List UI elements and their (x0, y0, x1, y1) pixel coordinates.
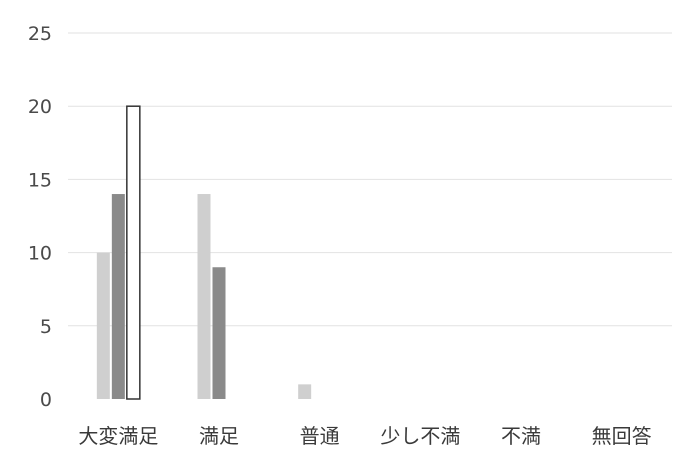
y-axis-tick-labels: 0 5 10 15 20 25 (28, 23, 52, 411)
bar-1 (96, 252, 110, 399)
bar-2 (111, 194, 125, 399)
y-tick-label: 5 (40, 316, 52, 338)
y-tick-label: 15 (28, 169, 52, 191)
y-tick-label: 20 (28, 96, 52, 118)
y-tick-label: 25 (28, 23, 52, 45)
grid-lines (68, 32, 672, 327)
y-tick-label: 0 (40, 389, 52, 411)
y-tick-label: 10 (28, 243, 52, 265)
x-category-label: 不満 (501, 424, 541, 448)
bar-1 (197, 194, 211, 399)
x-axis-category-labels: 大変満足 満足 普通 少し不満 不満 無回答 (78, 424, 651, 448)
bar-2 (212, 267, 226, 399)
x-category-label: 普通 (300, 424, 340, 448)
bar-3 (126, 105, 141, 400)
x-category-label: 大変満足 (78, 424, 158, 448)
x-category-label: 満足 (199, 424, 239, 448)
bars (96, 105, 312, 400)
bar-1 (298, 384, 312, 399)
x-category-label: 少し不満 (380, 424, 460, 448)
x-category-label: 無回答 (592, 424, 652, 448)
